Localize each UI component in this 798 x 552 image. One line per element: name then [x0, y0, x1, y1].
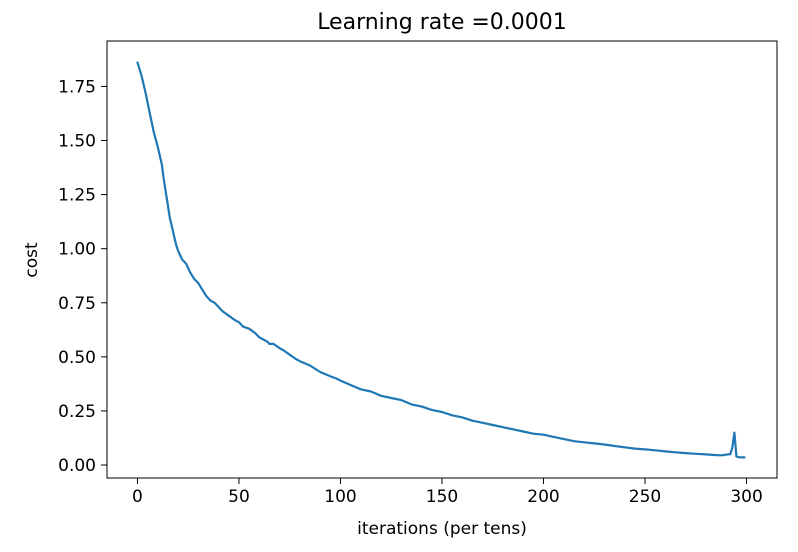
chart-title: Learning rate =0.0001 [317, 10, 567, 35]
x-tick-label: 0 [132, 487, 143, 507]
y-axis-label: cost [22, 242, 42, 278]
x-tick-label: 100 [324, 487, 356, 507]
x-axis-label: iterations (per tens) [357, 519, 527, 539]
series-line-0 [136, 61, 746, 459]
y-tick-label: 0.50 [58, 348, 96, 368]
y-tick-label: 1.50 [58, 132, 96, 152]
y-tick-label: 1.25 [58, 186, 96, 206]
x-tick-label: 150 [426, 487, 458, 507]
x-tick-label: 250 [629, 487, 661, 507]
x-tick-label: 300 [730, 487, 762, 507]
y-axis: 0.00 0.25 0.50 0.75 1.00 1.25 1.50 1.75 [58, 77, 107, 476]
y-tick-label: 0.00 [58, 456, 96, 476]
y-tick-label: 1.00 [58, 240, 96, 260]
x-tick-label: 200 [527, 487, 559, 507]
y-tick-label: 0.75 [58, 294, 96, 314]
x-axis: 0 50 100 150 200 250 300 [132, 478, 763, 507]
series-group [136, 61, 746, 459]
y-tick-label: 1.75 [58, 77, 96, 97]
x-tick-label: 50 [228, 487, 250, 507]
y-tick-label: 0.25 [58, 402, 96, 422]
